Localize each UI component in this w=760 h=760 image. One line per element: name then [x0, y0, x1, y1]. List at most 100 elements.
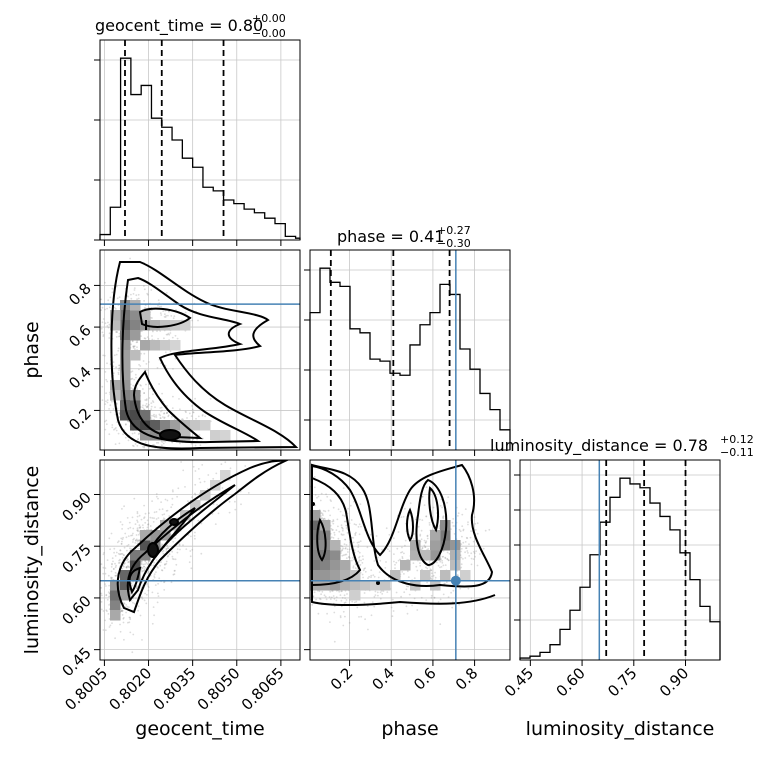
ytick-label: 0.60 — [58, 592, 94, 628]
sample-point — [430, 597, 433, 599]
sample-point — [330, 527, 333, 530]
sample-point — [403, 591, 406, 594]
sample-point — [447, 559, 450, 562]
sample-point — [145, 406, 148, 409]
sample-point — [488, 528, 491, 531]
sample-point — [332, 537, 335, 539]
sample-point — [159, 407, 162, 409]
sample-point — [130, 371, 133, 373]
sample-point — [137, 529, 139, 532]
sample-point — [135, 587, 138, 589]
sample-point — [101, 399, 104, 401]
sample-point — [147, 338, 150, 340]
sample-point — [442, 555, 445, 558]
sample-point — [356, 568, 359, 570]
sample-point — [104, 629, 107, 632]
sample-point — [331, 590, 334, 592]
sample-point — [426, 535, 429, 537]
xtick-label: 0.8065 — [238, 664, 288, 714]
sample-point — [119, 623, 121, 626]
sample-point — [176, 551, 179, 554]
density-cell — [110, 610, 121, 621]
sample-point — [136, 540, 139, 542]
sample-point — [360, 525, 362, 528]
sample-point — [155, 441, 158, 444]
sample-point — [461, 535, 463, 538]
sample-point — [154, 406, 156, 409]
sample-point — [340, 544, 342, 547]
sample-point — [106, 362, 108, 365]
sample-point — [467, 521, 469, 524]
sample-point — [342, 533, 345, 536]
sample-point — [172, 317, 175, 320]
sample-point — [126, 420, 129, 423]
sample-point — [361, 562, 364, 564]
sample-point — [370, 569, 373, 572]
sample-point — [168, 333, 171, 336]
sample-point — [155, 511, 158, 513]
sample-point — [444, 556, 447, 559]
sample-point — [330, 500, 332, 502]
sample-point — [138, 526, 141, 529]
sample-point — [160, 545, 163, 548]
sample-point — [111, 622, 113, 624]
sample-point — [421, 495, 424, 498]
sample-point — [131, 377, 134, 380]
sample-point — [119, 521, 122, 523]
sample-point — [415, 565, 418, 568]
sample-point — [115, 336, 118, 338]
sample-point — [354, 532, 357, 535]
density-cell — [130, 320, 141, 331]
sample-point — [108, 332, 111, 335]
sample-point — [136, 527, 139, 530]
sample-point — [160, 440, 163, 442]
sample-point — [153, 415, 156, 418]
sample-point — [408, 593, 411, 596]
sample-point — [120, 610, 123, 612]
sample-point — [448, 552, 451, 555]
sample-point — [111, 426, 114, 429]
panel-phase-vs-geocent-time: 0.2 0.4 0.6 0.8 phase — [21, 249, 301, 456]
ytick-label: 0.6 — [65, 321, 95, 351]
sample-point — [190, 567, 193, 570]
density-cell — [190, 500, 201, 511]
sample-point — [104, 572, 107, 575]
sample-point — [168, 553, 171, 556]
sample-point — [119, 549, 122, 552]
yticks-phase: 0.2 0.4 0.6 0.8 — [65, 280, 100, 434]
sample-point — [105, 423, 108, 426]
density-cell — [190, 420, 201, 431]
sample-point — [154, 584, 157, 586]
sample-point — [348, 622, 351, 624]
sample-point — [474, 555, 476, 558]
title-phase: phase = 0.41 — [337, 227, 444, 246]
sample-point — [321, 513, 324, 515]
density-cell — [150, 340, 161, 351]
sample-point — [404, 539, 407, 542]
sample-point — [395, 591, 398, 594]
contour-mid — [311, 476, 362, 587]
sample-point — [402, 515, 405, 518]
density-cell — [420, 570, 431, 581]
sample-point — [188, 412, 191, 415]
sample-point — [159, 417, 162, 419]
sample-point — [111, 562, 113, 565]
sample-point — [133, 432, 136, 434]
sample-point — [115, 353, 118, 356]
sample-point — [470, 557, 473, 560]
sample-point — [331, 520, 334, 523]
sample-point — [138, 363, 141, 366]
sample-point — [111, 291, 114, 294]
sample-point — [151, 338, 154, 341]
sample-point — [166, 412, 168, 414]
sample-point — [135, 597, 137, 600]
sample-point — [400, 516, 403, 518]
sample-point — [191, 408, 194, 411]
ytick-label: 0.90 — [58, 489, 94, 525]
sample-point — [120, 543, 123, 545]
sample-point — [439, 623, 442, 626]
sample-point — [105, 594, 108, 596]
sample-point — [100, 327, 103, 330]
sample-point — [166, 411, 169, 414]
sample-point — [358, 616, 360, 618]
